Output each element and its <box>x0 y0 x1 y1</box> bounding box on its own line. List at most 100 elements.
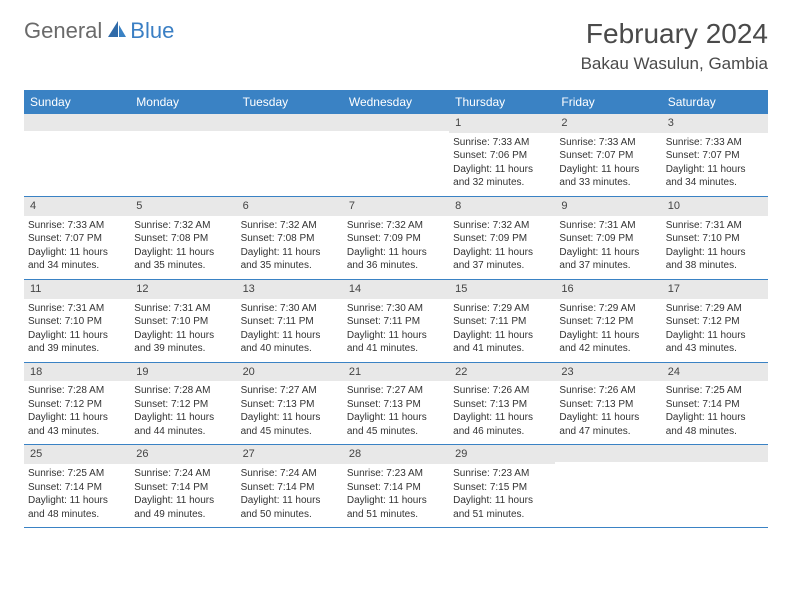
sunset-text: Sunset: 7:11 PM <box>453 315 551 329</box>
sunrise-text: Sunrise: 7:33 AM <box>453 136 551 150</box>
cell-body: Sunrise: 7:31 AMSunset: 7:10 PMDaylight:… <box>130 299 236 362</box>
sunset-text: Sunset: 7:14 PM <box>28 481 126 495</box>
calendar-cell: 10Sunrise: 7:31 AMSunset: 7:10 PMDayligh… <box>662 197 768 279</box>
day-number: 26 <box>130 445 236 464</box>
daylight-text: Daylight: 11 hours and 47 minutes. <box>559 411 657 438</box>
calendar-cell: 27Sunrise: 7:24 AMSunset: 7:14 PMDayligh… <box>237 445 343 527</box>
cell-body: Sunrise: 7:28 AMSunset: 7:12 PMDaylight:… <box>24 381 130 444</box>
sunset-text: Sunset: 7:11 PM <box>241 315 339 329</box>
cell-body: Sunrise: 7:27 AMSunset: 7:13 PMDaylight:… <box>237 381 343 444</box>
sunset-text: Sunset: 7:14 PM <box>134 481 232 495</box>
sunrise-text: Sunrise: 7:28 AM <box>134 384 232 398</box>
calendar-cell: 2Sunrise: 7:33 AMSunset: 7:07 PMDaylight… <box>555 114 661 196</box>
day-number: 6 <box>237 197 343 216</box>
sunset-text: Sunset: 7:13 PM <box>347 398 445 412</box>
sunset-text: Sunset: 7:09 PM <box>559 232 657 246</box>
calendar-cell: 3Sunrise: 7:33 AMSunset: 7:07 PMDaylight… <box>662 114 768 196</box>
day-headers-row: Sunday Monday Tuesday Wednesday Thursday… <box>24 90 768 114</box>
calendar-body: 1Sunrise: 7:33 AMSunset: 7:06 PMDaylight… <box>24 114 768 528</box>
calendar-cell: 26Sunrise: 7:24 AMSunset: 7:14 PMDayligh… <box>130 445 236 527</box>
calendar-cell <box>237 114 343 196</box>
sunset-text: Sunset: 7:15 PM <box>453 481 551 495</box>
sunset-text: Sunset: 7:14 PM <box>666 398 764 412</box>
sunrise-text: Sunrise: 7:25 AM <box>666 384 764 398</box>
day-number: 16 <box>555 280 661 299</box>
calendar-week: 1Sunrise: 7:33 AMSunset: 7:06 PMDaylight… <box>24 114 768 197</box>
sunrise-text: Sunrise: 7:33 AM <box>666 136 764 150</box>
sunrise-text: Sunrise: 7:32 AM <box>241 219 339 233</box>
day-number: 5 <box>130 197 236 216</box>
daylight-text: Daylight: 11 hours and 39 minutes. <box>134 329 232 356</box>
calendar-cell: 23Sunrise: 7:26 AMSunset: 7:13 PMDayligh… <box>555 363 661 445</box>
sunrise-text: Sunrise: 7:32 AM <box>453 219 551 233</box>
sunrise-text: Sunrise: 7:27 AM <box>241 384 339 398</box>
daylight-text: Daylight: 11 hours and 43 minutes. <box>666 329 764 356</box>
day-number: 7 <box>343 197 449 216</box>
calendar-cell: 15Sunrise: 7:29 AMSunset: 7:11 PMDayligh… <box>449 280 555 362</box>
sunset-text: Sunset: 7:12 PM <box>666 315 764 329</box>
day-number: 18 <box>24 363 130 382</box>
cell-body: Sunrise: 7:33 AMSunset: 7:07 PMDaylight:… <box>662 133 768 196</box>
calendar-cell: 28Sunrise: 7:23 AMSunset: 7:14 PMDayligh… <box>343 445 449 527</box>
calendar-cell: 24Sunrise: 7:25 AMSunset: 7:14 PMDayligh… <box>662 363 768 445</box>
sunset-text: Sunset: 7:14 PM <box>241 481 339 495</box>
calendar: Sunday Monday Tuesday Wednesday Thursday… <box>24 90 768 528</box>
sunset-text: Sunset: 7:13 PM <box>559 398 657 412</box>
calendar-cell: 1Sunrise: 7:33 AMSunset: 7:06 PMDaylight… <box>449 114 555 196</box>
day-number: 13 <box>237 280 343 299</box>
calendar-cell: 5Sunrise: 7:32 AMSunset: 7:08 PMDaylight… <box>130 197 236 279</box>
sunrise-text: Sunrise: 7:33 AM <box>559 136 657 150</box>
cell-body: Sunrise: 7:23 AMSunset: 7:14 PMDaylight:… <box>343 464 449 527</box>
day-number: 12 <box>130 280 236 299</box>
calendar-week: 25Sunrise: 7:25 AMSunset: 7:14 PMDayligh… <box>24 445 768 528</box>
sunrise-text: Sunrise: 7:23 AM <box>347 467 445 481</box>
sunrise-text: Sunrise: 7:29 AM <box>559 302 657 316</box>
day-number: 8 <box>449 197 555 216</box>
sunset-text: Sunset: 7:10 PM <box>134 315 232 329</box>
sunrise-text: Sunrise: 7:31 AM <box>134 302 232 316</box>
cell-body: Sunrise: 7:27 AMSunset: 7:13 PMDaylight:… <box>343 381 449 444</box>
day-number <box>343 114 449 131</box>
day-number: 19 <box>130 363 236 382</box>
calendar-week: 18Sunrise: 7:28 AMSunset: 7:12 PMDayligh… <box>24 363 768 446</box>
cell-body: Sunrise: 7:24 AMSunset: 7:14 PMDaylight:… <box>237 464 343 527</box>
sunrise-text: Sunrise: 7:28 AM <box>28 384 126 398</box>
daylight-text: Daylight: 11 hours and 51 minutes. <box>347 494 445 521</box>
sunset-text: Sunset: 7:11 PM <box>347 315 445 329</box>
day-header: Wednesday <box>343 90 449 114</box>
daylight-text: Daylight: 11 hours and 50 minutes. <box>241 494 339 521</box>
sunset-text: Sunset: 7:10 PM <box>28 315 126 329</box>
cell-body: Sunrise: 7:25 AMSunset: 7:14 PMDaylight:… <box>662 381 768 444</box>
calendar-week: 11Sunrise: 7:31 AMSunset: 7:10 PMDayligh… <box>24 280 768 363</box>
sunset-text: Sunset: 7:10 PM <box>666 232 764 246</box>
daylight-text: Daylight: 11 hours and 35 minutes. <box>134 246 232 273</box>
sunrise-text: Sunrise: 7:31 AM <box>559 219 657 233</box>
cell-body: Sunrise: 7:26 AMSunset: 7:13 PMDaylight:… <box>555 381 661 444</box>
sunrise-text: Sunrise: 7:25 AM <box>28 467 126 481</box>
sunrise-text: Sunrise: 7:31 AM <box>666 219 764 233</box>
sunset-text: Sunset: 7:07 PM <box>559 149 657 163</box>
daylight-text: Daylight: 11 hours and 34 minutes. <box>28 246 126 273</box>
cell-body: Sunrise: 7:33 AMSunset: 7:06 PMDaylight:… <box>449 133 555 196</box>
daylight-text: Daylight: 11 hours and 42 minutes. <box>559 329 657 356</box>
cell-body: Sunrise: 7:31 AMSunset: 7:09 PMDaylight:… <box>555 216 661 279</box>
day-number <box>24 114 130 131</box>
sunset-text: Sunset: 7:12 PM <box>134 398 232 412</box>
day-header: Sunday <box>24 90 130 114</box>
daylight-text: Daylight: 11 hours and 40 minutes. <box>241 329 339 356</box>
daylight-text: Daylight: 11 hours and 32 minutes. <box>453 163 551 190</box>
sunrise-text: Sunrise: 7:32 AM <box>134 219 232 233</box>
calendar-cell: 16Sunrise: 7:29 AMSunset: 7:12 PMDayligh… <box>555 280 661 362</box>
sunrise-text: Sunrise: 7:26 AM <box>559 384 657 398</box>
day-header: Monday <box>130 90 236 114</box>
day-number <box>237 114 343 131</box>
daylight-text: Daylight: 11 hours and 41 minutes. <box>347 329 445 356</box>
logo-text-blue: Blue <box>130 18 174 44</box>
sunset-text: Sunset: 7:07 PM <box>28 232 126 246</box>
calendar-cell: 14Sunrise: 7:30 AMSunset: 7:11 PMDayligh… <box>343 280 449 362</box>
calendar-cell: 8Sunrise: 7:32 AMSunset: 7:09 PMDaylight… <box>449 197 555 279</box>
day-header: Thursday <box>449 90 555 114</box>
daylight-text: Daylight: 11 hours and 48 minutes. <box>666 411 764 438</box>
sunset-text: Sunset: 7:13 PM <box>241 398 339 412</box>
month-title: February 2024 <box>581 18 768 50</box>
